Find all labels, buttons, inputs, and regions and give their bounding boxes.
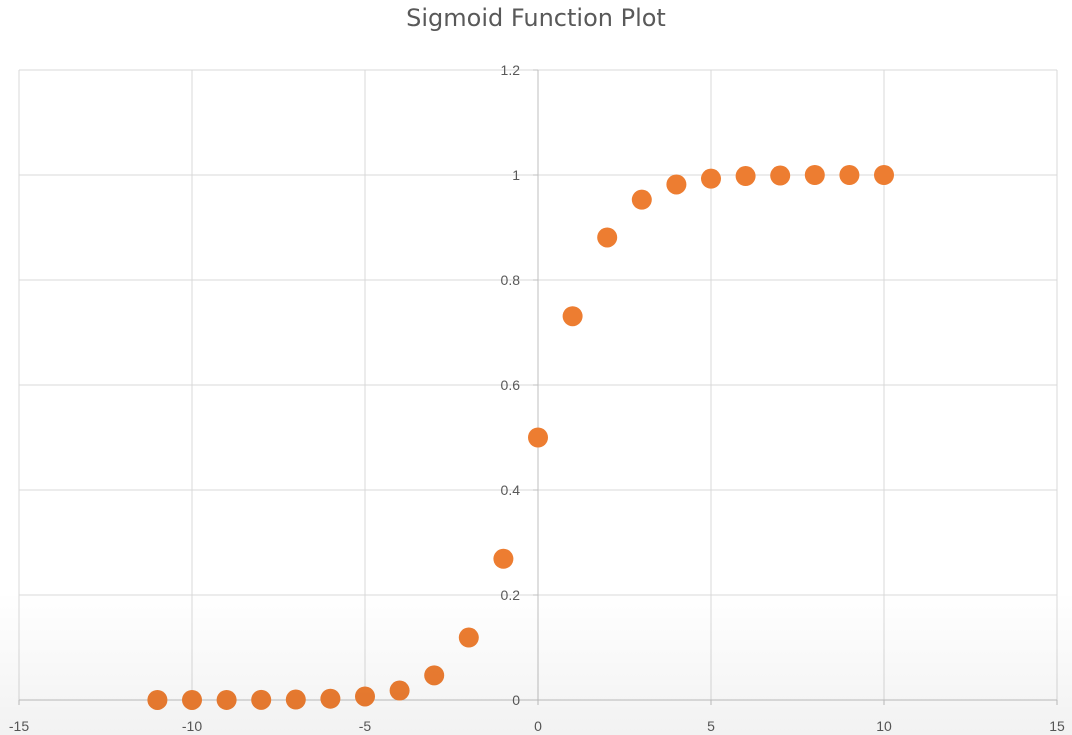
data-point xyxy=(320,688,341,709)
data-point xyxy=(285,689,306,710)
data-point xyxy=(804,165,825,185)
data-point xyxy=(355,686,375,707)
data-point xyxy=(631,189,652,210)
y-tick-label: 0.2 xyxy=(501,587,521,603)
data-point xyxy=(597,227,618,248)
tick-layer: 0 0.2 0.4 0.6 0.8 1 1.2 -15 -10 -5 0 5 10 15 xyxy=(9,62,1065,734)
data-point xyxy=(216,689,237,710)
x-tick-label: 0 xyxy=(534,718,542,734)
axis-layer xyxy=(18,69,1058,705)
data-point xyxy=(770,165,791,186)
data-point xyxy=(874,165,894,185)
data-point xyxy=(458,627,479,648)
y-tick-label: 1.2 xyxy=(501,62,521,78)
x-tick-label: -5 xyxy=(359,718,372,734)
series-points xyxy=(147,165,894,710)
x-tick-label: -15 xyxy=(9,718,29,734)
data-point xyxy=(839,165,860,185)
y-tick-label: 0 xyxy=(512,692,520,708)
data-point xyxy=(147,689,168,710)
y-tick-label: 0.4 xyxy=(501,482,521,498)
data-point xyxy=(666,174,687,195)
data-point xyxy=(182,689,202,710)
data-point xyxy=(701,168,721,189)
x-tick-label: 10 xyxy=(876,718,892,734)
data-point xyxy=(528,427,548,448)
chart-title: Sigmoid Function Plot xyxy=(406,4,666,32)
data-point xyxy=(389,680,410,701)
y-tick-label: 0.6 xyxy=(501,377,521,393)
x-tick-label: 15 xyxy=(1049,718,1065,734)
data-point xyxy=(424,665,445,686)
data-point xyxy=(562,306,583,327)
y-tick-label: 1 xyxy=(512,167,520,183)
data-point xyxy=(493,548,514,569)
y-tick-label: 0.8 xyxy=(501,272,521,288)
x-tick-label: -10 xyxy=(182,718,202,734)
x-tick-label: 5 xyxy=(707,718,715,734)
data-point xyxy=(735,166,756,187)
data-point xyxy=(251,689,272,710)
